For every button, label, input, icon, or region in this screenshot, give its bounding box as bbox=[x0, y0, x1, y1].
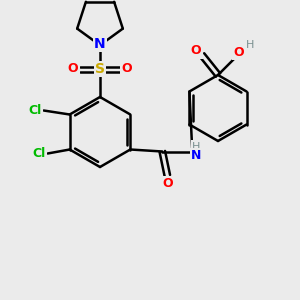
Text: O: O bbox=[68, 62, 78, 76]
Text: O: O bbox=[122, 62, 132, 76]
Text: Cl: Cl bbox=[28, 104, 41, 117]
Text: O: O bbox=[162, 177, 172, 190]
Text: N: N bbox=[94, 37, 106, 51]
Text: Cl: Cl bbox=[32, 147, 45, 160]
Text: O: O bbox=[191, 44, 201, 58]
Text: O: O bbox=[234, 46, 244, 59]
Text: H: H bbox=[192, 142, 200, 152]
Text: N: N bbox=[191, 149, 202, 162]
Text: H: H bbox=[246, 40, 254, 50]
Text: S: S bbox=[95, 62, 105, 76]
